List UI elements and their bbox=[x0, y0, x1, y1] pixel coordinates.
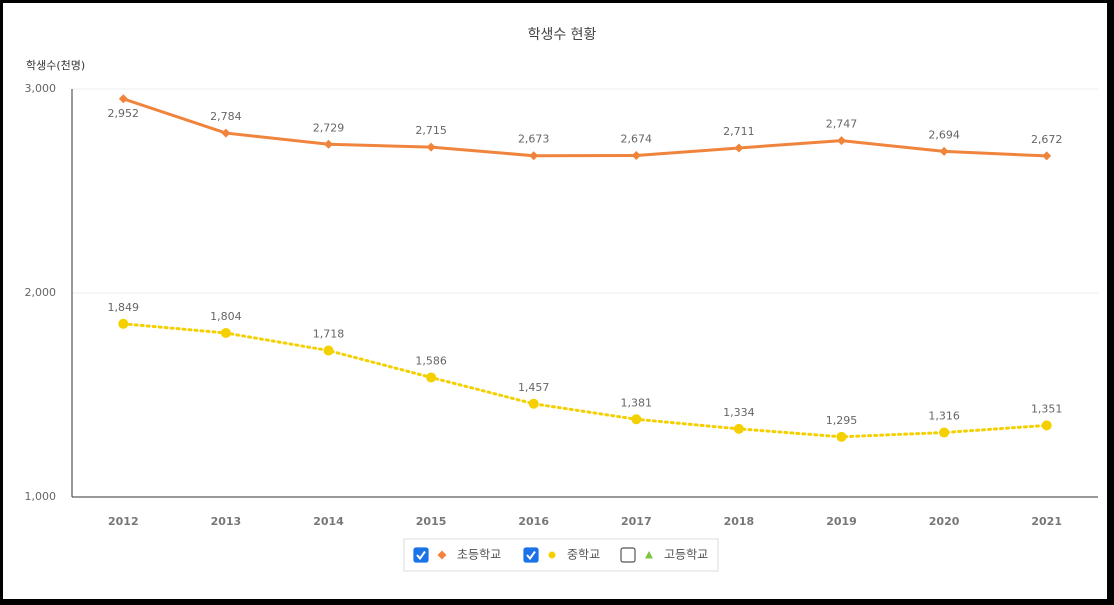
y-tick-label: 2,000 bbox=[25, 286, 57, 299]
data-label: 1,849 bbox=[108, 301, 140, 314]
x-tick-label: 2017 bbox=[621, 515, 652, 528]
legend-checkbox[interactable] bbox=[413, 547, 429, 563]
data-label: 1,316 bbox=[928, 410, 960, 423]
data-point bbox=[734, 143, 744, 153]
x-tick-label: 2012 bbox=[108, 515, 139, 528]
y-axis-label: 학생수(천명) bbox=[26, 58, 85, 72]
data-point bbox=[836, 431, 847, 442]
data-label: 2,747 bbox=[826, 118, 858, 131]
data-label: 2,952 bbox=[108, 107, 140, 120]
data-label: 2,674 bbox=[621, 133, 653, 146]
data-point bbox=[118, 318, 129, 329]
data-label: 1,381 bbox=[621, 396, 653, 409]
data-label: 2,784 bbox=[210, 110, 242, 123]
legend-label[interactable]: 중학교 bbox=[567, 548, 600, 562]
legend-checkbox[interactable] bbox=[620, 547, 636, 563]
data-label: 2,715 bbox=[415, 124, 447, 137]
data-point bbox=[529, 151, 539, 161]
data-point bbox=[837, 136, 846, 146]
data-point bbox=[221, 128, 231, 138]
data-point bbox=[1042, 151, 1052, 161]
data-point bbox=[323, 345, 334, 356]
x-tick-label: 2018 bbox=[724, 515, 755, 528]
data-point bbox=[324, 139, 333, 149]
data-point bbox=[528, 398, 539, 409]
legend-marker bbox=[645, 551, 653, 559]
legend-marker bbox=[437, 550, 447, 560]
data-label: 1,351 bbox=[1031, 402, 1063, 415]
y-tick-label: 1,000 bbox=[25, 490, 57, 503]
legend-box bbox=[403, 538, 719, 572]
legend-check bbox=[416, 550, 426, 561]
series-line bbox=[121, 322, 1049, 439]
chart-background bbox=[3, 3, 1107, 599]
x-tick-label: 2013 bbox=[211, 515, 242, 528]
data-point bbox=[426, 142, 436, 152]
x-tick-label: 2020 bbox=[929, 515, 960, 528]
y-tick-label: 3,000 bbox=[25, 82, 57, 95]
data-point bbox=[220, 327, 231, 338]
x-tick-label: 2015 bbox=[416, 515, 447, 528]
data-label: 1,334 bbox=[723, 406, 755, 419]
legend-check bbox=[526, 550, 536, 561]
data-label: 1,804 bbox=[210, 310, 242, 323]
data-point bbox=[939, 427, 950, 438]
data-point bbox=[1041, 420, 1052, 431]
data-label: 2,711 bbox=[723, 125, 755, 138]
data-label: 1,586 bbox=[415, 354, 447, 367]
chart-title: 학생수 현황 bbox=[528, 27, 597, 43]
legend-marker bbox=[548, 551, 556, 559]
x-tick-label: 2019 bbox=[826, 515, 857, 528]
data-label: 1,718 bbox=[313, 328, 345, 341]
data-label: 2,673 bbox=[518, 133, 550, 146]
data-point bbox=[733, 423, 744, 434]
legend-label[interactable]: 고등학교 bbox=[664, 548, 708, 562]
data-label: 1,457 bbox=[518, 381, 550, 394]
data-label: 2,672 bbox=[1031, 133, 1063, 146]
data-point bbox=[426, 372, 437, 383]
data-label: 2,729 bbox=[313, 121, 345, 134]
data-point bbox=[631, 414, 642, 425]
legend-label[interactable]: 초등학교 bbox=[457, 548, 501, 562]
data-point bbox=[631, 151, 641, 161]
data-point bbox=[939, 146, 949, 156]
data-label: 1,295 bbox=[826, 414, 858, 427]
legend-checkbox[interactable] bbox=[523, 547, 539, 563]
series-line bbox=[122, 97, 1047, 158]
data-label: 2,694 bbox=[928, 128, 960, 141]
x-tick-label: 2016 bbox=[518, 515, 549, 528]
x-tick-label: 2021 bbox=[1031, 515, 1062, 528]
data-point bbox=[118, 94, 128, 104]
x-tick-label: 2014 bbox=[313, 515, 344, 528]
